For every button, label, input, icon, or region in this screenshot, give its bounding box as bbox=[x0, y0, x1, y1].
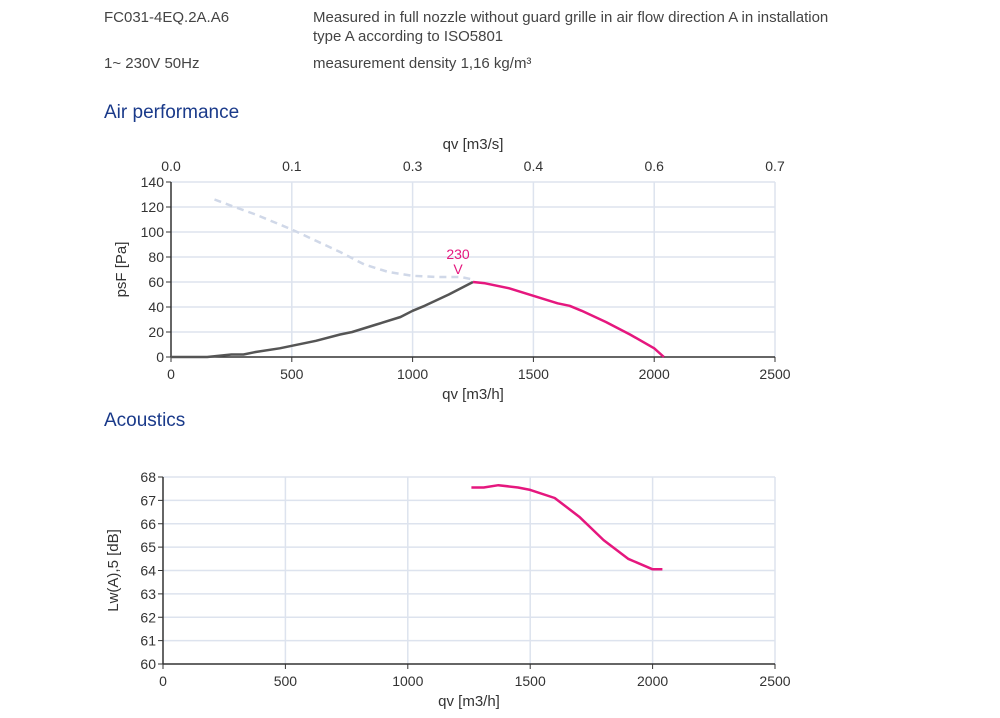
y-tick-label: 65 bbox=[140, 539, 156, 555]
y-tick-label: 68 bbox=[140, 469, 156, 485]
measurement-description-2: type A according to ISO5801 bbox=[313, 28, 504, 45]
series-line-stall-line bbox=[214, 198, 474, 281]
x-tick-label: 2500 bbox=[759, 673, 790, 689]
y-tick-label: 64 bbox=[140, 563, 156, 579]
y-tick-label: 60 bbox=[140, 656, 156, 672]
y-tick-label: 61 bbox=[140, 633, 156, 649]
x-tick-label: 0 bbox=[159, 673, 167, 689]
y-tick-label: 140 bbox=[141, 174, 165, 190]
x-tick-label: 0 bbox=[167, 366, 175, 382]
y-tick-label: 66 bbox=[140, 516, 156, 532]
y-axis-label: Lw(A),5 [dB] bbox=[105, 529, 122, 612]
measurement-description-1: Measured in full nozzle without guard gr… bbox=[313, 9, 829, 26]
x2-tick-label: 0.4 bbox=[524, 158, 544, 174]
y-tick-label: 62 bbox=[140, 609, 156, 625]
y-tick-label: 67 bbox=[140, 492, 156, 508]
y-tick-label: 60 bbox=[148, 274, 164, 290]
series-line-unstable-region bbox=[171, 280, 474, 359]
x-axis-label: qv [m3/h] bbox=[442, 386, 504, 403]
measurement-density: measurement density 1,16 kg/m³ bbox=[313, 55, 532, 72]
y-tick-label: 80 bbox=[148, 249, 164, 265]
y-tick-label: 100 bbox=[141, 224, 165, 240]
series-line-230-v bbox=[471, 483, 663, 571]
x-tick-label: 1000 bbox=[392, 673, 423, 689]
y-tick-label: 63 bbox=[140, 586, 156, 602]
x2-tick-label: 0.3 bbox=[403, 158, 423, 174]
air-performance-heading: Air performance bbox=[104, 102, 240, 123]
curve-label-voltage: 230 bbox=[446, 246, 470, 262]
x-tick-label: 500 bbox=[280, 366, 304, 382]
y-tick-label: 120 bbox=[141, 199, 165, 215]
x-tick-label: 1000 bbox=[397, 366, 428, 382]
x-tick-label: 2500 bbox=[759, 366, 790, 382]
y-tick-label: 40 bbox=[148, 299, 164, 315]
supply-voltage: 1~ 230V 50Hz bbox=[104, 55, 200, 72]
x-tick-label: 1500 bbox=[515, 673, 546, 689]
y-tick-label: 0 bbox=[156, 349, 164, 365]
x2-tick-label: 0.1 bbox=[282, 158, 302, 174]
curve-label-unit: V bbox=[453, 261, 463, 277]
x-tick-label: 500 bbox=[274, 673, 298, 689]
x2-axis-label: qv [m3/s] bbox=[443, 136, 504, 153]
y-tick-label: 20 bbox=[148, 324, 164, 340]
model-name: FC031-4EQ.2A.A6 bbox=[104, 9, 230, 26]
x2-tick-label: 0.7 bbox=[765, 158, 785, 174]
x-tick-label: 2000 bbox=[639, 366, 670, 382]
acoustics-heading: Acoustics bbox=[104, 410, 186, 431]
x2-tick-label: 0.6 bbox=[644, 158, 664, 174]
x-tick-label: 1500 bbox=[518, 366, 549, 382]
series-line-230-v bbox=[472, 280, 665, 358]
x2-tick-label: 0.0 bbox=[161, 158, 181, 174]
y-axis-label: psF [Pa] bbox=[113, 242, 130, 298]
x-tick-label: 2000 bbox=[637, 673, 668, 689]
x-axis-label: qv [m3/h] bbox=[438, 693, 500, 710]
